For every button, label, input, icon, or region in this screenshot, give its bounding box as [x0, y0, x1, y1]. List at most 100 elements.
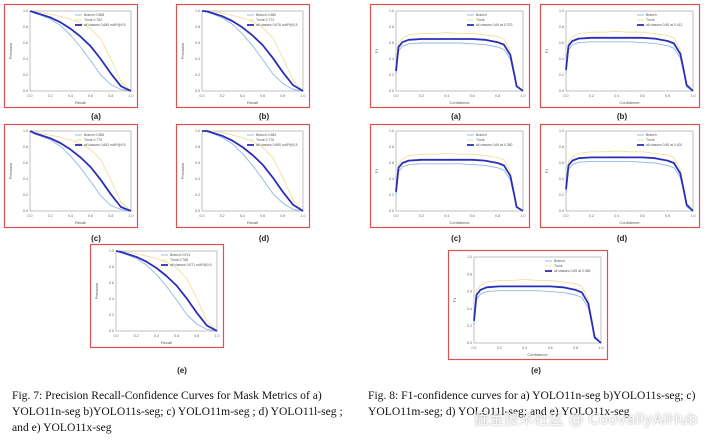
y-tick-label: 0.8	[195, 25, 200, 29]
x-axis-label: Recall	[247, 220, 258, 225]
y-tick-label: 0.4	[109, 297, 114, 301]
y-tick-label: 0.2	[467, 324, 472, 328]
plot-area	[29, 130, 132, 212]
x-tick-label: 0.2	[134, 334, 139, 338]
fig7-caption: Fig. 7: Precision Recall-Confidence Curv…	[12, 389, 343, 434]
y-tick-label: 0.6	[23, 161, 28, 165]
y-tick-label: 0.4	[559, 177, 564, 181]
panel-frame	[89, 243, 225, 349]
legend-entry: Branch 0.580	[256, 13, 276, 17]
legend-entry: Branch 0.574	[170, 253, 190, 257]
y-tick-label: 0.2	[389, 73, 394, 77]
y-axis-label: Precision	[94, 283, 99, 299]
y-tick-label: 0.0	[195, 209, 200, 213]
x-tick-label: 1.0	[129, 94, 134, 98]
x-tick-label: 0.2	[48, 214, 53, 218]
x-tick-label: 0.4	[240, 214, 245, 218]
legend-entry: Branch	[476, 13, 487, 17]
fig8-label-c: (c)	[451, 234, 461, 243]
fig7-chart-svg: 0.00.0 0.2 0.2 0.4 0.4 0.6 0.6 0.8 0.8 1.0 1.0 Reca…	[89, 243, 225, 349]
y-tick-label: 1.0	[559, 9, 564, 13]
y-tick-label: 0.0	[23, 89, 28, 93]
x-tick-label: 1.0	[129, 214, 134, 218]
panel-frame	[539, 3, 701, 109]
x-tick-label: 0.6	[470, 94, 475, 98]
x-tick-label: 1.0	[301, 214, 306, 218]
y-tick-label: 0.2	[23, 73, 28, 77]
legend-entry: all classes 0.663 mAP@0.5	[84, 143, 126, 147]
fig7-label-b: (b)	[258, 112, 270, 121]
fig8-chart-svg: 0.00.0 0.2 0.2 0.4 0.4 0.6 0.6 0.8 0.8 1.0 1.0 Conf…	[369, 3, 531, 109]
legend-entry: Trunk 0.776	[256, 138, 274, 142]
fig7-chart-svg: 0.00.0 0.2 0.2 0.4 0.4 0.6 0.6 0.8 0.8 1.0 1.0 Reca…	[175, 3, 311, 109]
legend-entry: all classes 0.65 at 0.412	[646, 23, 682, 27]
x-tick-label: 0.8	[495, 214, 500, 218]
y-tick-label: 1.0	[109, 249, 114, 253]
fig8-chart-svg: 0.00.0 0.2 0.2 0.4 0.4 0.6 0.6 0.8 0.8 1.0 1.0 Conf…	[447, 249, 609, 361]
x-tick-label: 0.8	[495, 94, 500, 98]
fig7-chart-svg: 0.00.0 0.2 0.2 0.4 0.4 0.6 0.6 0.8 0.8 1.0 1.0 Reca…	[175, 123, 311, 229]
x-axis-label: Confidence	[619, 100, 640, 105]
y-tick-label: 0.2	[559, 193, 564, 197]
plot-area	[201, 10, 304, 92]
x-tick-label: 0.4	[154, 334, 159, 338]
x-tick-label: 0.4	[68, 94, 73, 98]
fig8-panel-a: 0.0 0.0 0.2 0.2 0.4 0.4 0.6 0.6 0.8 0.8 1.0 1.0 Conf…	[369, 3, 531, 109]
y-tick-label: 0.6	[195, 161, 200, 165]
legend-entry: Branch 0.568	[84, 13, 104, 17]
y-tick-label: 0.2	[195, 193, 200, 197]
plot-area	[115, 250, 218, 332]
y-tick-label: 0.4	[467, 307, 472, 311]
y-tick-label: 0.4	[389, 57, 394, 61]
legend-entry: Trunk	[476, 138, 485, 142]
y-tick-label: 0.8	[109, 265, 114, 269]
plot-area	[29, 10, 132, 92]
watermark: 掘金技术社区 @ CoovallyAIHub	[474, 410, 698, 428]
y-axis-label: Precision	[180, 163, 185, 179]
y-axis-label: F1	[544, 48, 549, 53]
panel-frame	[539, 123, 701, 229]
x-tick-label: 0.4	[444, 214, 449, 218]
legend-entry: Trunk	[554, 264, 563, 268]
x-axis-label: Recall	[161, 340, 172, 345]
legend-entry: Branch	[646, 13, 657, 17]
y-tick-label: 1.0	[195, 129, 200, 133]
y-tick-label: 0.6	[467, 290, 472, 294]
y-axis-label: F1	[374, 168, 379, 173]
panel-frame	[369, 123, 531, 229]
x-tick-label: 0.8	[194, 334, 199, 338]
y-tick-label: 0.4	[389, 177, 394, 181]
legend-entry: all classes 0.64 at 0.379	[476, 23, 512, 27]
x-axis-label: Confidence	[449, 220, 470, 225]
legend-entry: all classes 0.65 at 0.368	[554, 269, 590, 273]
plot-area	[395, 130, 524, 212]
y-axis-label: F1	[452, 297, 457, 302]
x-tick-label: 0.8	[665, 94, 670, 98]
legend-entry: Trunk 0.762	[84, 18, 102, 22]
x-tick-label: 0.2	[589, 94, 594, 98]
x-tick-label: 0.0	[28, 214, 33, 218]
legend-entry: all classes 0.680 mAP@0.5	[256, 143, 298, 147]
y-tick-label: 0.6	[23, 41, 28, 45]
x-tick-label: 0.6	[640, 94, 645, 98]
plot-area	[395, 10, 524, 92]
y-tick-label: 1.0	[389, 129, 394, 133]
x-tick-label: 1.0	[521, 94, 526, 98]
series-line-all-classes	[395, 38, 524, 92]
y-tick-label: 0.8	[23, 25, 28, 29]
x-tick-label: 0.2	[419, 94, 424, 98]
y-tick-label: 0.0	[389, 89, 394, 93]
x-tick-label: 0.0	[472, 346, 477, 350]
fig8-panel-e: 0.0 0.0 0.2 0.2 0.4 0.4 0.6 0.6 0.8 0.8 1.0 1.0 Conf…	[447, 249, 609, 361]
y-tick-label: 1.0	[467, 255, 472, 259]
x-tick-label: 1.0	[599, 346, 604, 350]
x-axis-label: Confidence	[449, 100, 470, 105]
fig7-panel-e: 0.0 0.0 0.2 0.2 0.4 0.4 0.6 0.6 0.8 0.8 1.0 1.0 Reca…	[89, 243, 225, 349]
x-tick-label: 0.0	[28, 94, 33, 98]
fig7-panel-d: 0.0 0.0 0.2 0.2 0.4 0.4 0.6 0.6 0.8 0.8 1.0 1.0 Reca…	[175, 123, 311, 229]
y-tick-label: 0.8	[23, 145, 28, 149]
x-tick-label: 0.6	[548, 346, 553, 350]
x-tick-label: 0.6	[88, 214, 93, 218]
x-tick-label: 0.6	[470, 214, 475, 218]
y-tick-label: 0.4	[23, 57, 28, 61]
